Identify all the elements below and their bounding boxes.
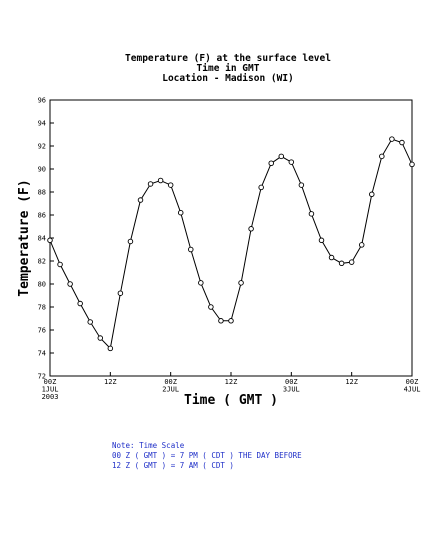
y-tick-label: 84 <box>38 235 46 243</box>
y-tick-label: 92 <box>38 143 46 151</box>
x-tick-label: 00Z <box>44 378 57 386</box>
data-point <box>208 304 214 310</box>
x-tick-label: 2JUL <box>162 386 179 394</box>
x-tick-label: 12Z <box>104 378 117 386</box>
y-tick-label: 72 <box>38 373 46 381</box>
data-point <box>308 211 315 217</box>
y-axis-title: Temperature (F) <box>17 179 32 296</box>
data-point <box>47 237 53 244</box>
x-tick-label: 3JUL <box>283 386 300 394</box>
data-point <box>389 136 395 142</box>
data-point <box>67 281 73 287</box>
x-tick-label: 4JUL <box>404 386 421 394</box>
data-point <box>198 280 204 286</box>
y-tick-label: 80 <box>38 281 46 289</box>
data-point <box>167 182 174 188</box>
temperature-series-points <box>47 136 415 352</box>
note-line-1: Note: Time Scale <box>112 441 185 450</box>
data-point <box>228 318 234 324</box>
data-point <box>57 261 63 268</box>
note-line-3: 12 Z ( GMT ) = 7 AM ( CDT ) <box>112 461 234 470</box>
data-point <box>328 254 335 261</box>
chart-title-line-2: Time in GMT <box>197 63 260 74</box>
data-point <box>117 290 124 296</box>
y-tick-label: 96 <box>38 97 46 105</box>
data-point <box>298 182 305 188</box>
y-tick-label: 76 <box>38 327 46 335</box>
data-point <box>318 237 325 244</box>
time-scale-note: Note: Time Scale 00 Z ( GMT ) = 7 PM ( C… <box>112 441 302 470</box>
data-point <box>137 197 144 203</box>
y-axis-ticks: 72 74 76 78 80 82 84 86 88 90 92 94 96 <box>38 97 54 381</box>
y-tick-label: 90 <box>38 166 46 174</box>
data-point <box>399 139 405 146</box>
data-point <box>107 345 114 352</box>
data-point <box>147 181 154 187</box>
data-point <box>177 209 184 216</box>
data-point <box>278 153 285 160</box>
data-point <box>97 335 104 341</box>
data-point <box>288 159 295 165</box>
plot-frame <box>49 99 413 377</box>
x-axis-title: Time ( GMT ) <box>184 393 278 408</box>
chart-title-line-3: Location - Madison (WI) <box>162 73 294 84</box>
temperature-series-line <box>49 138 413 350</box>
data-point <box>338 260 345 267</box>
y-tick-label: 94 <box>38 120 46 128</box>
x-tick-label: 00Z <box>406 378 419 386</box>
data-point <box>127 238 134 245</box>
data-point <box>218 318 224 324</box>
note-line-2: 00 Z ( GMT ) = 7 PM ( CDT ) THE DAY BEFO… <box>112 451 302 460</box>
y-tick-label: 86 <box>38 212 46 220</box>
data-point <box>248 226 254 232</box>
x-tick-label: 2003 <box>42 393 59 401</box>
x-tick-label: 12Z <box>345 378 358 386</box>
y-tick-label: 88 <box>38 189 46 197</box>
chart-title-line-1: Temperature (F) at the surface level <box>125 53 331 64</box>
data-point <box>258 184 264 191</box>
data-point <box>77 300 83 307</box>
data-point <box>358 242 365 248</box>
x-tick-label: 1JUL <box>42 386 59 394</box>
x-tick-label: 00Z <box>164 378 177 386</box>
data-point <box>379 153 385 160</box>
data-point <box>409 161 415 168</box>
data-point <box>348 259 355 265</box>
data-point <box>268 160 274 166</box>
x-tick-label: 12Z <box>225 378 238 386</box>
x-tick-label: 00Z <box>285 378 298 386</box>
data-point <box>87 319 93 325</box>
data-point <box>238 280 244 286</box>
data-point <box>157 177 164 184</box>
y-tick-label: 78 <box>38 304 46 312</box>
y-tick-label: 74 <box>38 350 46 358</box>
data-point <box>369 191 375 198</box>
y-tick-label: 82 <box>38 258 46 266</box>
data-point <box>188 246 194 253</box>
